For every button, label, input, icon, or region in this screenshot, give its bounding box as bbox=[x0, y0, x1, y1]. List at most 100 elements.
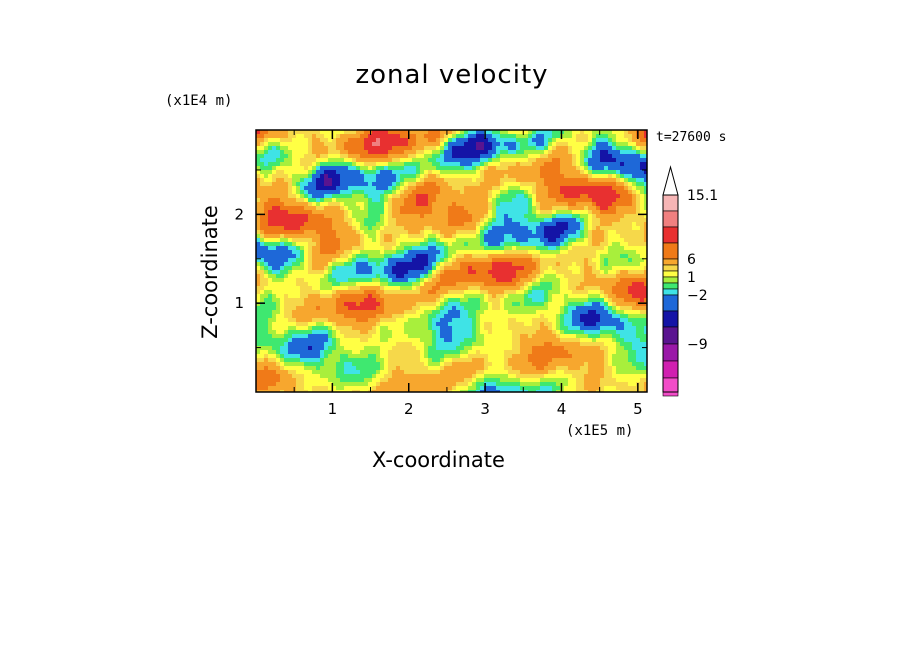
field-cell bbox=[528, 258, 533, 263]
field-cell bbox=[560, 314, 565, 319]
field-cell bbox=[640, 206, 645, 211]
field-cell bbox=[620, 178, 625, 183]
field-cell bbox=[312, 130, 317, 135]
field-cell bbox=[556, 250, 561, 255]
field-cell bbox=[388, 214, 393, 219]
field-cell bbox=[320, 146, 325, 151]
field-cell bbox=[540, 266, 545, 271]
field-cell bbox=[336, 298, 341, 303]
field-cell bbox=[472, 162, 477, 167]
field-cell bbox=[644, 226, 647, 231]
field-cell bbox=[588, 206, 593, 211]
field-cell bbox=[448, 298, 453, 303]
field-cell bbox=[308, 178, 313, 183]
field-cell bbox=[644, 230, 647, 235]
field-cell bbox=[472, 214, 477, 219]
field-cell bbox=[400, 138, 405, 143]
field-cell bbox=[512, 174, 517, 179]
field-cell bbox=[268, 266, 273, 271]
field-cell bbox=[508, 238, 513, 243]
field-cell bbox=[512, 150, 517, 155]
field-cell bbox=[628, 226, 633, 231]
field-cell bbox=[440, 262, 445, 267]
field-cell bbox=[564, 274, 569, 279]
field-cell bbox=[556, 170, 561, 175]
field-cell bbox=[344, 214, 349, 219]
field-cell bbox=[544, 226, 549, 231]
field-cell bbox=[360, 142, 365, 147]
field-cell bbox=[560, 326, 565, 331]
field-cell bbox=[348, 230, 353, 235]
field-cell bbox=[404, 166, 409, 171]
field-cell bbox=[344, 246, 349, 251]
field-cell bbox=[476, 262, 481, 267]
field-cell bbox=[260, 166, 265, 171]
field-cell bbox=[628, 266, 633, 271]
field-cell bbox=[484, 246, 489, 251]
field-cell bbox=[616, 246, 621, 251]
field-cell bbox=[360, 302, 365, 307]
field-cell bbox=[484, 270, 489, 275]
field-cell bbox=[340, 326, 345, 331]
field-cell bbox=[384, 142, 389, 147]
field-cell bbox=[452, 330, 457, 335]
field-cell bbox=[580, 242, 585, 247]
field-cell bbox=[432, 190, 437, 195]
field-cell bbox=[620, 222, 625, 227]
field-cell bbox=[356, 282, 361, 287]
field-cell bbox=[504, 158, 509, 163]
field-cell bbox=[472, 330, 477, 335]
field-cell bbox=[408, 170, 413, 175]
field-cell bbox=[576, 322, 581, 327]
field-cell bbox=[268, 166, 273, 171]
field-cell bbox=[348, 234, 353, 239]
field-cell bbox=[392, 302, 397, 307]
field-cell bbox=[608, 158, 613, 163]
field-cell bbox=[576, 290, 581, 295]
field-cell bbox=[368, 218, 373, 223]
field-cell bbox=[324, 186, 329, 191]
field-cell bbox=[448, 142, 453, 147]
field-cell bbox=[356, 138, 361, 143]
field-cell bbox=[284, 170, 289, 175]
field-cell bbox=[480, 250, 485, 255]
field-cell bbox=[384, 294, 389, 299]
field-cell bbox=[320, 254, 325, 259]
field-cell bbox=[412, 130, 417, 135]
field-cell bbox=[324, 146, 329, 151]
field-cell bbox=[616, 210, 621, 215]
field-cell bbox=[352, 134, 357, 139]
field-cell bbox=[580, 266, 585, 271]
field-cell bbox=[468, 290, 473, 295]
field-cell bbox=[428, 158, 433, 163]
field-cell bbox=[296, 302, 301, 307]
field-cell bbox=[468, 170, 473, 175]
field-cell bbox=[348, 206, 353, 211]
field-cell bbox=[284, 190, 289, 195]
field-cell bbox=[432, 134, 437, 139]
field-cell bbox=[636, 306, 641, 311]
field-cell bbox=[580, 162, 585, 167]
field-cell bbox=[420, 266, 425, 271]
field-cell bbox=[332, 330, 337, 335]
field-cell bbox=[304, 198, 309, 203]
field-cell bbox=[308, 282, 313, 287]
field-cell bbox=[312, 326, 317, 331]
field-cell bbox=[300, 178, 305, 183]
field-cell bbox=[308, 234, 313, 239]
field-cell bbox=[632, 134, 637, 139]
field-cell bbox=[516, 146, 521, 151]
field-cell bbox=[516, 138, 521, 143]
field-cell bbox=[256, 198, 261, 203]
field-cell bbox=[636, 266, 641, 271]
field-cell bbox=[392, 270, 397, 275]
field-cell bbox=[396, 246, 401, 251]
field-cell bbox=[616, 170, 621, 175]
field-cell bbox=[564, 254, 569, 259]
field-cell bbox=[304, 186, 309, 191]
field-cell bbox=[620, 278, 625, 283]
field-cell bbox=[372, 326, 377, 331]
field-cell bbox=[592, 242, 597, 247]
field-cell bbox=[272, 294, 277, 299]
field-cell bbox=[492, 174, 497, 179]
